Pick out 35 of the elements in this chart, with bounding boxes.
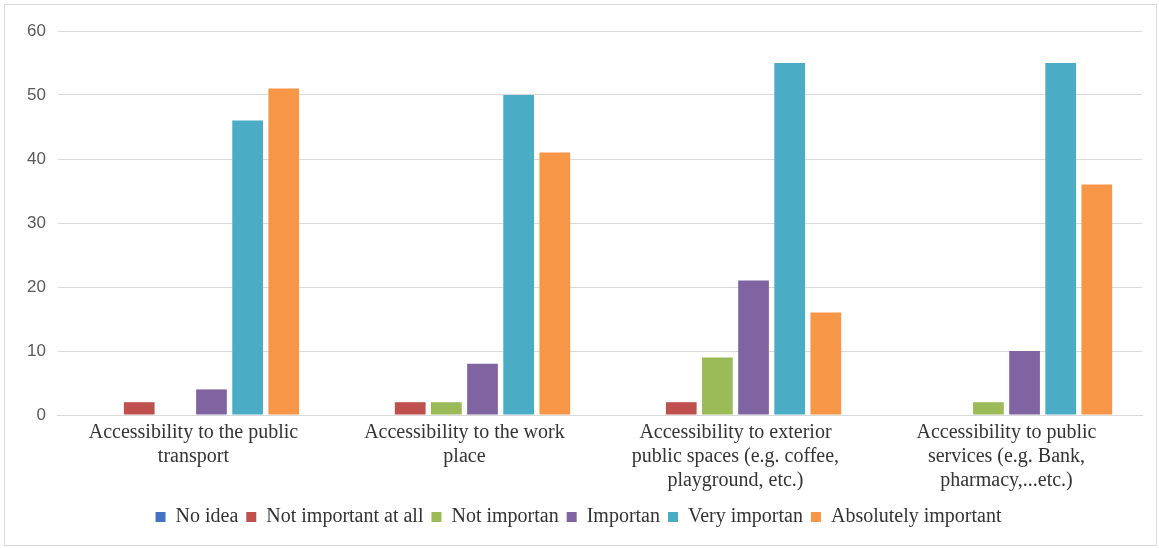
legend-label: Not importan [451, 504, 559, 528]
bar [503, 95, 535, 415]
bar [467, 363, 498, 415]
y-tick-label: 50 [26, 84, 46, 104]
bar [539, 152, 571, 415]
bar [738, 280, 769, 415]
legend-label: Not important at all [266, 504, 424, 528]
y-tick-label: 20 [26, 276, 46, 296]
bar [268, 88, 300, 415]
bar [1045, 63, 1077, 415]
bar [196, 389, 227, 415]
x-tick-label: Accessibility to the public transport [88, 420, 299, 468]
bar [973, 402, 1004, 415]
y-tick-label: 10 [26, 340, 46, 360]
legend-label: Importan [586, 504, 660, 528]
x-tick-label: Accessibility to public services (e.g. Bank, pharmacy,...etc.) [916, 420, 1097, 492]
x-tick-label: Accessibility to the work place [364, 420, 565, 468]
x-tick-label: Accessibility to exterior public spaces (e.g. coffee, playground, etc.) [631, 420, 840, 492]
bar [1009, 351, 1040, 415]
bar [123, 402, 155, 415]
bar [232, 120, 263, 415]
legend-label: Absolutely important [830, 504, 1002, 528]
bar [702, 357, 733, 415]
y-tick-label: 40 [26, 148, 46, 168]
bar [774, 63, 806, 415]
bar [1081, 184, 1113, 415]
y-tick-label: 30 [26, 212, 46, 232]
bar [431, 402, 462, 415]
bar [665, 402, 697, 415]
legend-label: No idea [175, 504, 239, 527]
legend-label: Very importan [687, 504, 803, 528]
bar [810, 312, 842, 415]
y-tick-label: 0 [36, 404, 46, 424]
bar [394, 402, 426, 415]
y-tick-label: 60 [26, 20, 46, 40]
